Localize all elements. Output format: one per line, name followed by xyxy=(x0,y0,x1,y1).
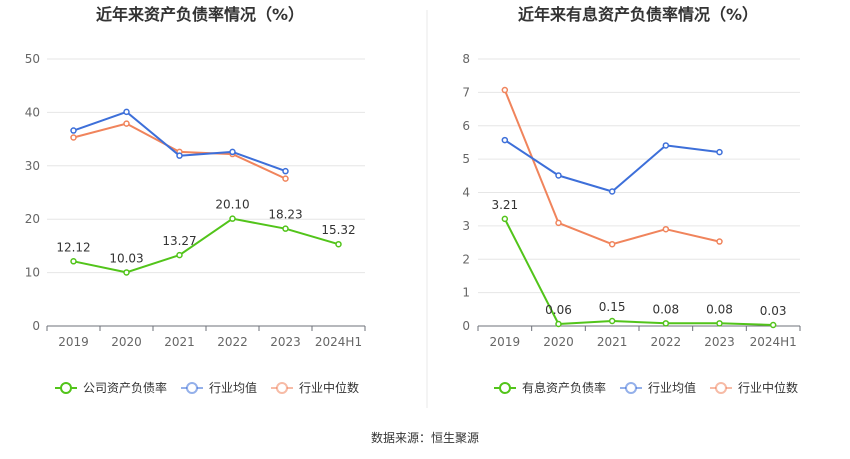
data-point xyxy=(501,86,509,94)
data-point xyxy=(123,269,130,276)
series-line xyxy=(73,217,339,274)
data-point xyxy=(70,258,77,265)
data-point xyxy=(662,225,670,233)
legend-item[interactable]: 行业中位数 xyxy=(271,380,359,395)
data-point xyxy=(555,172,562,179)
x-tick-label: 2021 xyxy=(597,335,628,349)
data-label: 0.15 xyxy=(599,300,626,314)
x-tick-label: 2022 xyxy=(651,335,682,349)
y-tick-label: 7 xyxy=(462,85,470,99)
legend-label: 行业均值 xyxy=(209,380,257,395)
data-label: 3.21 xyxy=(491,198,518,212)
data-point xyxy=(176,251,183,259)
data-point xyxy=(501,136,509,144)
y-tick-label: 0 xyxy=(462,319,470,333)
legend-item[interactable]: 行业均值 xyxy=(181,380,257,395)
legend-item[interactable]: 有息资产负债率 xyxy=(494,380,606,395)
y-tick-label: 2 xyxy=(462,252,470,266)
y-tick-label: 4 xyxy=(462,186,470,200)
x-tick-label: 2024H1 xyxy=(315,335,362,349)
x-tick-label: 2023 xyxy=(704,335,735,349)
data-label: 18.23 xyxy=(268,208,302,222)
data-point xyxy=(608,317,616,325)
series-line xyxy=(503,89,720,246)
legend-swatch-marker xyxy=(186,382,198,394)
data-point xyxy=(555,219,562,227)
data-label: 0.03 xyxy=(760,304,787,318)
data-point xyxy=(555,320,562,328)
data-point xyxy=(176,152,183,159)
data-point xyxy=(662,320,670,327)
data-point xyxy=(70,127,77,134)
data-point xyxy=(335,240,342,248)
debt-ratio-chart: 近年来资产负债率情况（%） 0 10 20 30 40 50 2019 2020 2021 202… xyxy=(25,5,366,395)
x-tick-label: 2019 xyxy=(58,335,89,349)
legend-swatch-marker xyxy=(625,382,637,394)
legend-swatch-marker xyxy=(499,382,511,394)
x-tick-label: 2023 xyxy=(270,335,301,349)
data-label: 20.10 xyxy=(215,198,249,212)
legend-swatch-marker xyxy=(276,382,288,394)
data-point xyxy=(282,225,289,232)
data-point xyxy=(608,240,616,248)
legend-swatch-marker xyxy=(715,382,727,394)
data-label: 13.27 xyxy=(162,234,196,248)
data-point xyxy=(716,238,723,245)
data-point xyxy=(769,321,777,329)
data-label: 0.08 xyxy=(706,302,733,316)
x-tick-label: 2019 xyxy=(490,335,521,349)
legend-swatch-marker xyxy=(60,382,72,394)
chart-title: 近年来资产负债率情况（%） xyxy=(96,5,304,24)
y-tick-label: 1 xyxy=(462,286,470,300)
data-point xyxy=(716,148,723,156)
data-point xyxy=(608,188,616,195)
y-tick-label: 30 xyxy=(25,159,40,173)
x-tick-label: 2022 xyxy=(217,335,248,349)
legend-item[interactable]: 行业中位数 xyxy=(710,380,798,395)
series-line xyxy=(73,110,286,173)
data-point xyxy=(70,134,77,141)
y-tick-label: 8 xyxy=(462,52,470,66)
data-label: 0.06 xyxy=(545,303,572,317)
source-footer: 数据来源：恒生聚源 xyxy=(371,430,479,445)
legend-label: 行业中位数 xyxy=(738,380,798,395)
y-tick-label: 40 xyxy=(25,105,40,119)
legend-item[interactable]: 公司资产负债率 xyxy=(55,380,167,395)
chart-title: 近年来有息资产负债率情况（%） xyxy=(518,5,758,24)
y-tick-label: 10 xyxy=(25,266,40,280)
y-tick-label: 3 xyxy=(462,219,470,233)
legend-label: 行业均值 xyxy=(648,380,696,395)
y-tick-label: 0 xyxy=(32,319,40,333)
y-tick-label: 6 xyxy=(462,119,470,133)
data-point xyxy=(123,120,130,127)
legend-label: 行业中位数 xyxy=(299,380,359,395)
data-label: 10.03 xyxy=(109,251,143,265)
x-tick-label: 2024H1 xyxy=(750,335,797,349)
legend-label: 有息资产负债率 xyxy=(522,380,606,395)
data-point xyxy=(123,108,130,116)
x-tick-label: 2021 xyxy=(164,335,195,349)
y-tick-label: 5 xyxy=(462,152,470,166)
x-tick-label: 2020 xyxy=(543,335,574,349)
data-point xyxy=(501,215,509,223)
data-point xyxy=(229,148,236,156)
data-point xyxy=(282,175,289,182)
series-line xyxy=(503,218,774,326)
y-tick-label: 50 xyxy=(25,52,40,66)
series-line xyxy=(504,139,720,193)
legend-item[interactable]: 行业均值 xyxy=(620,380,696,395)
data-point xyxy=(229,215,236,222)
data-point xyxy=(662,142,670,149)
data-label: 0.08 xyxy=(652,302,679,316)
data-point xyxy=(282,167,289,175)
interest-bearing-debt-ratio-chart: 近年来有息资产负债率情况（%） 0 1 2 3 4 5 6 7 8 2019 2020 2021 202… xyxy=(462,5,801,395)
x-tick-label: 2020 xyxy=(111,335,142,349)
legend-label: 公司资产负债率 xyxy=(83,380,167,395)
data-label: 15.32 xyxy=(321,223,355,237)
y-tick-label: 20 xyxy=(25,212,40,226)
data-label: 12.12 xyxy=(56,240,90,254)
data-point xyxy=(716,320,723,327)
